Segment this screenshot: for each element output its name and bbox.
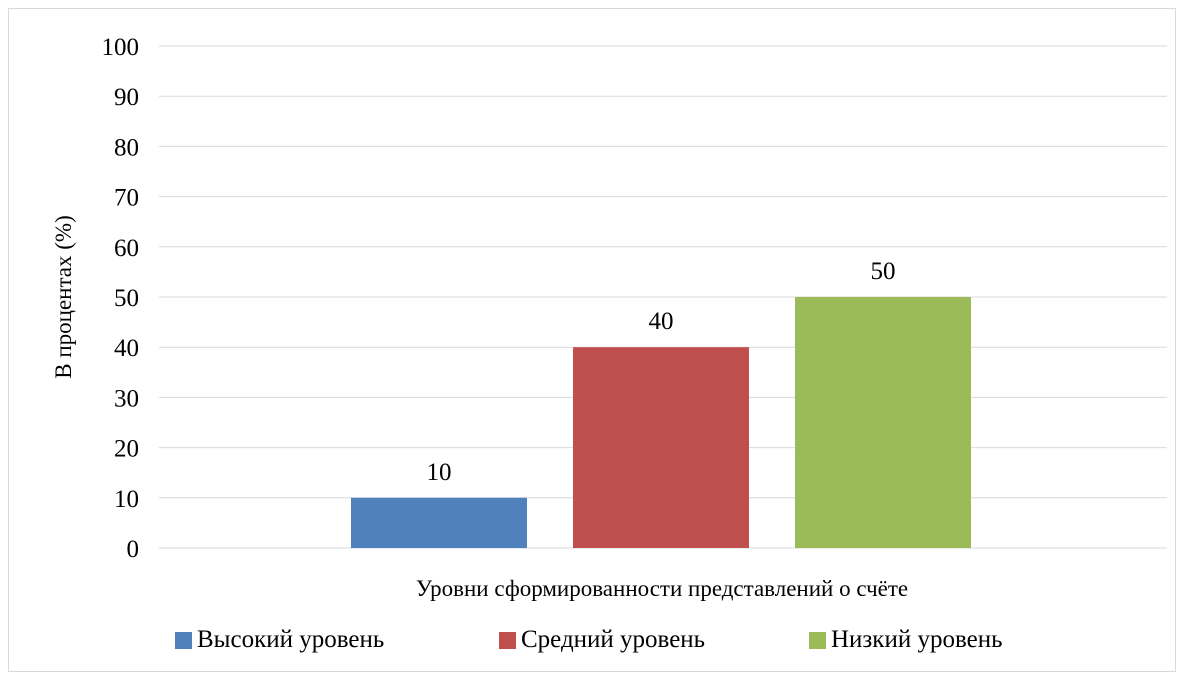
bar-series-1 <box>351 497 527 548</box>
y-tick-label: 0 <box>127 536 140 563</box>
y-tick-label: 90 <box>114 84 139 111</box>
bar-series-3 <box>795 297 971 548</box>
data-label-series-1: 10 <box>427 459 452 486</box>
legend-label-series-2: Средний уровень <box>521 626 705 653</box>
y-tick-label: 80 <box>114 134 139 161</box>
legend: Высокий уровень Средний уровень Низкий уро… <box>175 626 1003 653</box>
legend-swatch-series-3 <box>809 632 826 649</box>
y-tick-label: 70 <box>114 185 139 212</box>
data-label-series-3: 50 <box>871 258 896 285</box>
y-tick-label: 30 <box>114 385 139 412</box>
legend-swatch-series-1 <box>175 632 192 649</box>
y-tick-label: 100 <box>102 34 140 61</box>
y-tick-label: 20 <box>114 436 139 463</box>
y-axis-tick-labels: 0 10 20 30 40 50 60 70 80 90 100 <box>102 34 140 563</box>
y-tick-label: 40 <box>114 335 139 362</box>
bar-series-2 <box>573 347 749 548</box>
y-axis-title: В процентах (%) <box>51 215 76 379</box>
bar-chart: 0 10 20 30 40 50 60 70 80 90 100 10 40 50 В процента… <box>51 34 1167 653</box>
legend-label-series-3: Низкий уровень <box>831 626 1003 653</box>
x-axis-title: Уровни сформированности представлений о … <box>416 576 908 601</box>
data-label-series-2: 40 <box>649 308 674 335</box>
legend-swatch-series-2 <box>499 632 516 649</box>
y-tick-label: 60 <box>114 235 139 262</box>
y-tick-label: 50 <box>114 285 139 312</box>
legend-label-series-1: Высокий уровень <box>197 626 384 653</box>
bars <box>351 297 971 548</box>
data-labels: 10 40 50 <box>427 258 896 486</box>
chart-frame: 0 10 20 30 40 50 60 70 80 90 100 10 40 50 В процента… <box>8 8 1176 672</box>
y-tick-label: 10 <box>114 486 139 513</box>
